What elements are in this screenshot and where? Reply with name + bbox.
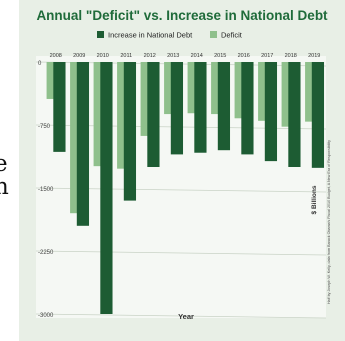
- x-tick-label: 2018: [285, 53, 297, 59]
- bar-increase: [100, 62, 113, 314]
- bar-increase: [217, 62, 231, 151]
- y-tick-label: -750: [38, 124, 51, 130]
- bar-increase: [288, 62, 301, 167]
- x-tick-label: 2010: [97, 53, 109, 59]
- gridline: [35, 250, 327, 256]
- fragment-line-2: h: [0, 174, 9, 200]
- chart-title: Annual "Deficit" vs. Increase in Nationa…: [36, 8, 328, 23]
- bar-increase: [53, 62, 66, 152]
- legend-swatch-deficit: [210, 31, 217, 38]
- x-axis-label: Year: [178, 312, 194, 321]
- bars: [46, 62, 325, 314]
- y-axis-ticks: 0 -750 -1500 -2250 -3000: [38, 61, 54, 319]
- bar-increase: [76, 62, 90, 226]
- legend: Increase in National Debt Deficit: [97, 31, 243, 40]
- x-tick-label: 2009: [73, 53, 85, 59]
- bar-increase: [241, 62, 254, 155]
- x-tick-label: 2017: [261, 53, 273, 59]
- bar-increase: [170, 62, 184, 155]
- y-tick-label: 0: [38, 61, 42, 67]
- bar-increase: [194, 62, 207, 153]
- y-tick-label: -2250: [38, 250, 54, 256]
- x-tick-label: 2011: [120, 53, 132, 59]
- y-tick-label: -1500: [38, 187, 54, 193]
- bar-increase: [123, 62, 137, 201]
- legend-label-deficit: Deficit: [221, 31, 243, 40]
- x-tick-label: 2015: [214, 53, 226, 59]
- x-tick-label: 2016: [238, 53, 250, 59]
- page-text-fragment: e h: [0, 153, 16, 243]
- x-tick-label: 2014: [191, 53, 203, 59]
- x-tick-label: 2019: [308, 53, 320, 59]
- legend-label-increase: Increase in National Debt: [108, 31, 193, 40]
- gridline: [35, 313, 327, 319]
- x-tick-label: 2012: [144, 53, 156, 59]
- bar-increase: [264, 62, 278, 162]
- x-tick-label: 2008: [50, 53, 62, 59]
- bar-increase: [147, 62, 160, 167]
- y-axis-label: $ Billions: [311, 185, 318, 214]
- legend-swatch-increase: [97, 31, 104, 38]
- source-note: Half by Joseph W. Kelly, data from Barac…: [327, 140, 331, 304]
- x-tick-label: 2013: [167, 53, 179, 59]
- y-tick-label: -3000: [38, 313, 54, 319]
- fragment-line-1: e: [0, 151, 8, 177]
- x-axis-ticks: 2008 2009 2010 2011 2012 2013 2014 2015 2016 2017…: [50, 53, 321, 59]
- bar-increase: [311, 62, 325, 168]
